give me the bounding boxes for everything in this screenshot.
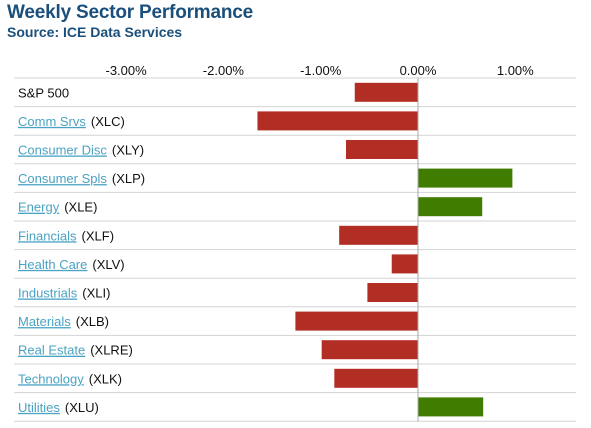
bar <box>418 197 483 217</box>
ticker-symbol: (XLY) <box>112 143 144 158</box>
bar <box>339 225 418 245</box>
ticker-symbol: (XLU) <box>65 400 99 415</box>
row-label[interactable]: Comm Srvs (XLC) <box>18 114 125 129</box>
ticker-symbol: (XLI) <box>82 286 110 301</box>
row-label[interactable]: Consumer Disc (XLY) <box>18 143 144 158</box>
row-label[interactable]: Real Estate (XLRE) <box>18 343 133 358</box>
row-dividers <box>14 77 576 422</box>
sector-link[interactable]: Financials <box>18 228 77 243</box>
x-tick-label: -2.00% <box>203 63 245 78</box>
sector-link[interactable]: Industrials <box>18 286 78 301</box>
sector-link[interactable]: Materials <box>18 314 71 329</box>
x-axis-ticks: -3.00%-2.00%-1.00%0.00%1.00%2.00% <box>105 63 534 78</box>
ticker-symbol: (XLK) <box>89 371 122 386</box>
bar <box>295 311 418 331</box>
bar <box>367 283 418 302</box>
chart-subtitle: Source: ICE Data Services <box>7 24 183 40</box>
x-tick-label: 1.00% <box>497 63 534 78</box>
bars <box>257 82 513 417</box>
bar <box>321 340 418 360</box>
sector-link[interactable]: Real Estate <box>18 343 85 358</box>
sector-link[interactable]: Technology <box>18 371 84 386</box>
row-label[interactable]: Consumer Spls (XLP) <box>18 171 145 186</box>
ticker-symbol: (XLRE) <box>90 343 133 358</box>
index-name: S&P 500 <box>18 85 69 100</box>
sector-link[interactable]: Energy <box>18 200 60 215</box>
chart-title: Weekly Sector Performance <box>7 2 253 23</box>
sector-link[interactable]: Comm Srvs <box>18 114 86 129</box>
bar <box>334 368 418 388</box>
sector-link[interactable]: Consumer Spls <box>18 171 107 186</box>
bar <box>354 82 418 102</box>
bar <box>418 168 513 188</box>
bar <box>257 111 418 131</box>
sector-link[interactable]: Health Care <box>18 257 87 272</box>
ticker-symbol: (XLB) <box>76 314 109 329</box>
x-tick-label: -1.00% <box>300 63 342 78</box>
x-tick-label: -3.00% <box>105 63 147 78</box>
sector-link[interactable]: Consumer Disc <box>18 143 107 158</box>
ticker-symbol: (XLV) <box>92 257 124 272</box>
row-label: S&P 500 <box>18 85 69 100</box>
row-label[interactable]: Materials (XLB) <box>18 314 109 329</box>
row-label[interactable]: Industrials (XLI) <box>18 286 110 301</box>
bar <box>391 254 418 274</box>
ticker-symbol: (XLC) <box>91 114 125 129</box>
ticker-symbol: (XLE) <box>64 200 97 215</box>
bar <box>345 140 418 159</box>
row-label[interactable]: Energy (XLE) <box>18 200 97 215</box>
x-tick-label: 0.00% <box>400 63 437 78</box>
sector-link[interactable]: Utilities <box>18 400 60 415</box>
row-label[interactable]: Technology (XLK) <box>18 371 122 386</box>
row-label[interactable]: Utilities (XLU) <box>18 400 99 415</box>
row-label[interactable]: Health Care (XLV) <box>18 257 125 272</box>
ticker-symbol: (XLP) <box>112 171 145 186</box>
bar <box>418 397 484 417</box>
ticker-symbol: (XLF) <box>82 228 115 243</box>
row-label[interactable]: Financials (XLF) <box>18 228 114 243</box>
